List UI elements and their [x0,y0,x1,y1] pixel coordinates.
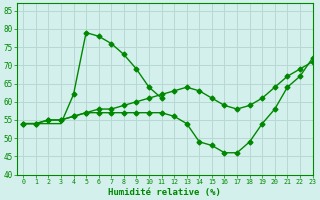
X-axis label: Humidité relative (%): Humidité relative (%) [108,188,221,197]
